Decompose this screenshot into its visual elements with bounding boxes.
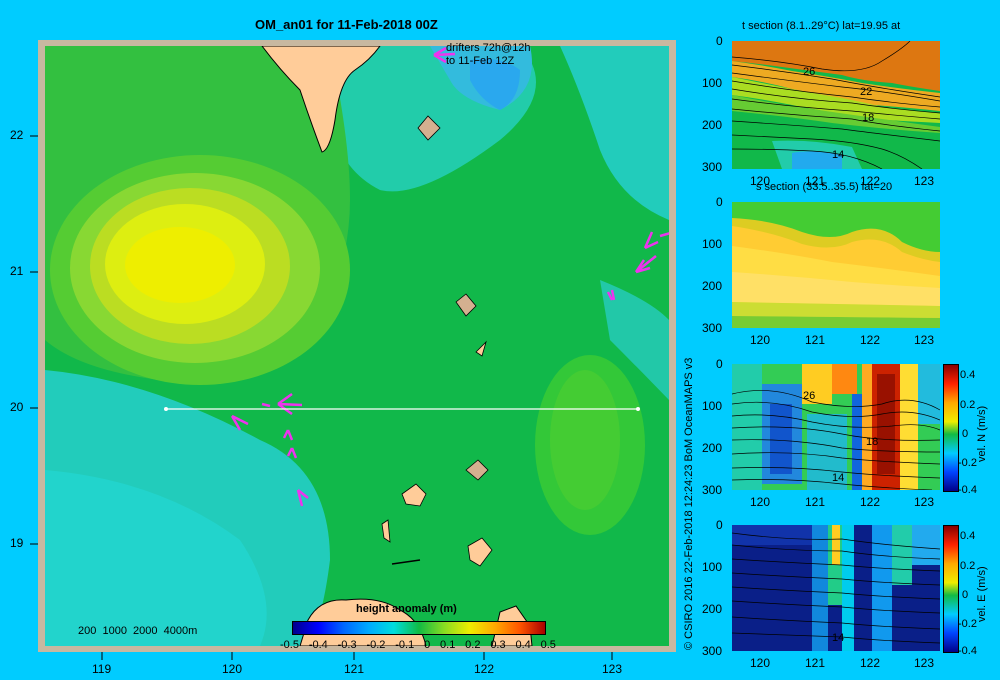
panel1-contour-label-0: 26 [803,66,816,78]
map-x-tick-4: 123 [602,662,623,676]
velocity-east-colorbar [943,525,959,653]
panel2-title: s section (33.5..35.5) lat=20 [756,181,893,193]
panel1-x-tick-3: 123 [914,174,935,188]
salinity-section [732,202,940,328]
panel3-y-tick-3: 300 [702,483,723,497]
panel4-x-tick-2: 122 [860,656,881,670]
panel3-cb-tick-0: 0.4 [960,369,976,381]
panel3-x-tick-1: 121 [805,495,826,509]
panel4-x-tick-0: 120 [750,656,771,670]
cb-tick-6: 0.1 [440,639,456,651]
panel3-cb-tick-3: -0.2 [958,457,977,469]
panel1-title: t section (8.1..29°C) lat=19.95 at [742,20,901,32]
map-y-tick-2: 20 [10,400,24,414]
panel2-y-tick-3: 300 [702,321,723,335]
panel4-cb-label: vel. E (m/s) [976,566,988,622]
drifter-note-line2: to 11-Feb 12Z [446,55,515,67]
cb-tick-4: -0.1 [395,639,415,651]
panel2-x-tick-3: 123 [914,333,935,347]
panel2-x-tick-2: 122 [860,333,881,347]
cb-tick-9: 0.4 [515,639,531,651]
panel3-cb-tick-4: -0.4 [958,484,977,496]
panel1-y-tick-0: 0 [716,34,723,48]
map-y-tick-1: 21 [10,264,24,278]
panel3-cb-tick-1: 0.2 [960,399,976,411]
cb-tick-10: 0.5 [540,639,556,651]
panel1-contour-label-3: 14 [832,149,845,161]
panel4-contour-label-0: 14 [832,632,845,644]
drifter-note-line1: drifters 72h@12h [446,42,531,54]
panel1-contour-label-1: 22 [860,86,873,98]
panel4-y-tick-2: 200 [702,602,723,616]
panel3-y-tick-0: 0 [716,357,723,371]
panel1-x-tick-1: 121 [805,174,826,188]
map-x-tick-0: 119 [92,662,112,676]
map-y-tick-3: 19 [10,536,24,550]
panel1-x-tick-0: 120 [750,174,771,188]
panel3-cb-tick-2: 0 [962,428,969,440]
panel2-x-tick-1: 121 [805,333,826,347]
panel4-y-tick-1: 100 [702,560,723,574]
panel3-contour-label-0: 26 [803,390,816,402]
panel3-contour-label-2: 14 [832,472,845,484]
panel2-y-tick-1: 100 [702,237,723,251]
panel4-cb-tick-4: -0.4 [958,645,977,657]
panel4-cb-tick-0: 0.4 [960,530,976,542]
panel3-y-tick-2: 200 [702,441,723,455]
cb-tick-2: -0.3 [337,639,357,651]
panel2-x-tick-0: 120 [750,333,771,347]
map-x-tick-3: 122 [474,662,495,676]
cb-tick-5: 0 [424,639,431,651]
cb-tick-7: 0.2 [465,639,481,651]
cb-tick-1: -0.4 [308,639,328,651]
panel2-y-tick-2: 200 [702,279,723,293]
drifter-note: drifters 72h@12h to 11-Feb 12Z [446,42,531,68]
height-colorbar [292,621,546,635]
depth-legend: 200 1000 2000 4000m [78,625,198,637]
panel1-y-tick-1: 100 [702,76,723,90]
colorbar-ticks: -0.5 -0.4 -0.3 -0.2 -0.1 0 0.1 0.2 0.3 0… [280,639,556,651]
panel1-x-tick-2: 122 [860,174,881,188]
panel3-y-tick-1: 100 [702,399,723,413]
panel3-x-tick-2: 122 [860,495,881,509]
map-x-tick-2: 121 [344,662,365,676]
map-title: OM_an01 for 11-Feb-2018 00Z [255,17,438,32]
panel4-x-tick-3: 123 [914,656,935,670]
velocity-north-colorbar [943,364,959,492]
colorbar-title: height anomaly (m) [356,603,457,615]
panel4-y-tick-3: 300 [702,644,723,658]
velocity-east-section [732,525,940,651]
cb-tick-3: -0.2 [366,639,386,651]
panel4-cb-tick-1: 0.2 [960,560,976,572]
cb-tick-0: -0.5 [280,639,299,651]
cb-tick-8: 0.3 [490,639,506,651]
panel1-y-tick-3: 300 [702,160,723,174]
panel4-x-tick-1: 121 [805,656,826,670]
panel2-y-tick-0: 0 [716,195,723,209]
credit-text: © CSIRO 2016 22-Feb-2018 12:24:23 BoM Oc… [683,357,695,650]
panel3-cb-label: vel. N (m/s) [976,405,988,462]
velocity-north-section [732,364,940,490]
map-y-tick-0: 22 [10,128,24,142]
panel4-cb-tick-2: 0 [962,589,969,601]
map-x-tick-1: 120 [222,662,243,676]
panel3-contour-label-1: 18 [866,436,879,448]
panel3-x-tick-0: 120 [750,495,771,509]
panel1-y-tick-2: 200 [702,118,723,132]
temperature-section [732,41,940,169]
panel1-contour-label-2: 18 [862,112,875,124]
height-anomaly-map [30,40,676,660]
panel4-y-tick-0: 0 [716,518,723,532]
panel4-cb-tick-3: -0.2 [958,618,977,630]
panel3-x-tick-3: 123 [914,495,935,509]
